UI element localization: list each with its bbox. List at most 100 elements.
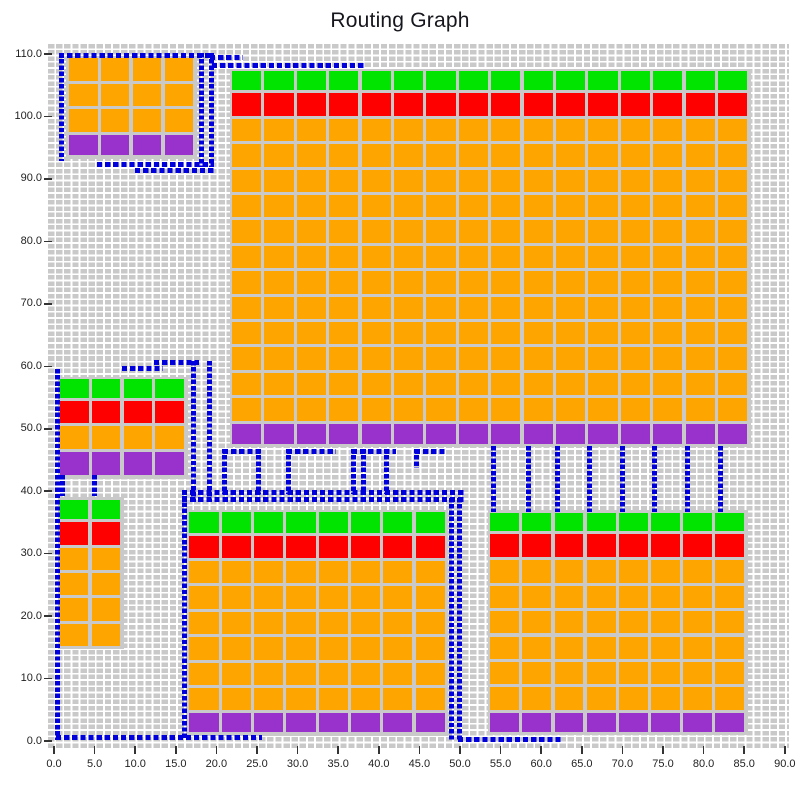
block-cell-purple bbox=[683, 712, 713, 732]
block-cell-red bbox=[60, 522, 89, 545]
block-cell-orange bbox=[523, 296, 553, 320]
block-cell-purple bbox=[586, 712, 616, 732]
block-cell-red bbox=[254, 535, 284, 558]
block-cell-green bbox=[556, 71, 586, 91]
block-cell-green bbox=[683, 512, 713, 532]
block-cell-green bbox=[383, 512, 413, 533]
block-cell-orange bbox=[653, 194, 683, 218]
block-cell-orange bbox=[296, 118, 326, 142]
block-cell-green bbox=[620, 71, 650, 91]
x-tick-label: 25.0 bbox=[246, 758, 268, 770]
block-cell-orange bbox=[556, 169, 586, 192]
block-cell-orange bbox=[232, 220, 262, 243]
x-tick-mark bbox=[296, 746, 299, 754]
block-cell-orange bbox=[458, 194, 488, 218]
block-cell-orange bbox=[329, 194, 359, 218]
block-cell-orange bbox=[588, 271, 618, 294]
x-tick-mark bbox=[53, 746, 55, 754]
x-tick-label: 45.0 bbox=[408, 758, 431, 770]
route-segment bbox=[457, 736, 562, 742]
block-cell-orange bbox=[717, 372, 748, 396]
x-tick-mark bbox=[621, 746, 624, 754]
x-tick-mark bbox=[540, 746, 542, 754]
block-cell-orange bbox=[588, 194, 618, 218]
block-cell-orange bbox=[264, 296, 294, 320]
block-cell-orange bbox=[318, 662, 348, 685]
block-cell-orange bbox=[426, 220, 456, 243]
y-tick-label: 80.0 bbox=[20, 234, 42, 247]
block-cell-purple bbox=[653, 423, 683, 444]
route-segment bbox=[154, 360, 199, 366]
block-cell-orange bbox=[717, 296, 748, 320]
block-cell-orange bbox=[426, 296, 456, 320]
block-cell-red bbox=[351, 535, 381, 558]
block-cell-orange bbox=[491, 144, 521, 167]
block-cell-orange bbox=[715, 585, 745, 609]
block-cell-orange bbox=[132, 83, 162, 107]
block-cell-orange bbox=[361, 347, 391, 370]
block-cell-orange bbox=[91, 426, 121, 449]
route-segment bbox=[718, 446, 724, 512]
block-cell-orange bbox=[618, 585, 648, 609]
block-cell-orange bbox=[522, 585, 552, 609]
block-cell-orange bbox=[296, 169, 326, 192]
block-cell-orange bbox=[523, 322, 553, 345]
block-cell-orange bbox=[189, 662, 219, 685]
block-cell-orange bbox=[232, 169, 262, 192]
block-cell-red bbox=[415, 535, 445, 558]
block-cell-orange bbox=[653, 372, 683, 396]
block-cell-orange bbox=[329, 271, 359, 294]
block-cell-purple bbox=[361, 423, 391, 444]
y-tick-mark bbox=[44, 115, 52, 118]
block-cell-orange bbox=[394, 169, 424, 192]
route-segment bbox=[383, 449, 389, 495]
x-tick-mark bbox=[702, 746, 705, 754]
block-cell-orange bbox=[264, 245, 294, 269]
x-tick-label: 20.0 bbox=[205, 758, 228, 770]
x-tick-label: 10.0 bbox=[124, 758, 146, 770]
block-cell-orange bbox=[60, 573, 89, 596]
block-cell-orange bbox=[394, 296, 424, 320]
block-cell-orange bbox=[685, 169, 715, 192]
block-cell-orange bbox=[221, 586, 251, 609]
block-cell-orange bbox=[717, 220, 748, 243]
block-cell-purple bbox=[351, 713, 381, 733]
block-cell-orange bbox=[189, 687, 219, 711]
block-cell-green bbox=[685, 71, 715, 91]
block-cell-orange bbox=[394, 322, 424, 345]
route-segment bbox=[286, 449, 292, 495]
block-cell-orange bbox=[361, 144, 391, 167]
block-cell-purple bbox=[329, 423, 359, 444]
block-cell-orange bbox=[394, 271, 424, 294]
x-tick-mark bbox=[743, 746, 745, 754]
block-cell-green bbox=[523, 71, 553, 91]
block-cell-orange bbox=[415, 586, 445, 609]
block-cell-orange bbox=[556, 144, 586, 167]
x-tick-mark bbox=[581, 746, 583, 754]
block-cell-orange bbox=[685, 271, 715, 294]
block-cell-orange bbox=[717, 271, 748, 294]
block-cell-orange bbox=[586, 560, 616, 583]
block-cell-orange bbox=[189, 560, 219, 584]
block-cell-red bbox=[91, 401, 121, 424]
route-segment bbox=[182, 489, 465, 495]
block-cell-orange bbox=[522, 560, 552, 583]
block-cell-orange bbox=[586, 611, 616, 634]
block-cell-orange bbox=[415, 637, 445, 660]
block-cell-purple bbox=[490, 712, 520, 732]
x-tick-mark bbox=[784, 746, 786, 754]
block-cell-orange bbox=[620, 296, 650, 320]
block-cell-orange bbox=[556, 398, 586, 421]
route-segment bbox=[134, 168, 214, 174]
block-cell-green bbox=[296, 71, 326, 91]
y-tick-label: 20.0 bbox=[20, 609, 42, 622]
block-cell-green bbox=[650, 512, 680, 532]
block-cell-orange bbox=[717, 398, 748, 421]
block-cell-orange bbox=[286, 560, 316, 584]
block-cell-orange bbox=[329, 398, 359, 421]
x-tick-label: 85.0 bbox=[733, 758, 755, 770]
route-segment bbox=[351, 448, 397, 454]
block-cell-green bbox=[91, 499, 120, 520]
block-cell-orange bbox=[685, 118, 715, 142]
